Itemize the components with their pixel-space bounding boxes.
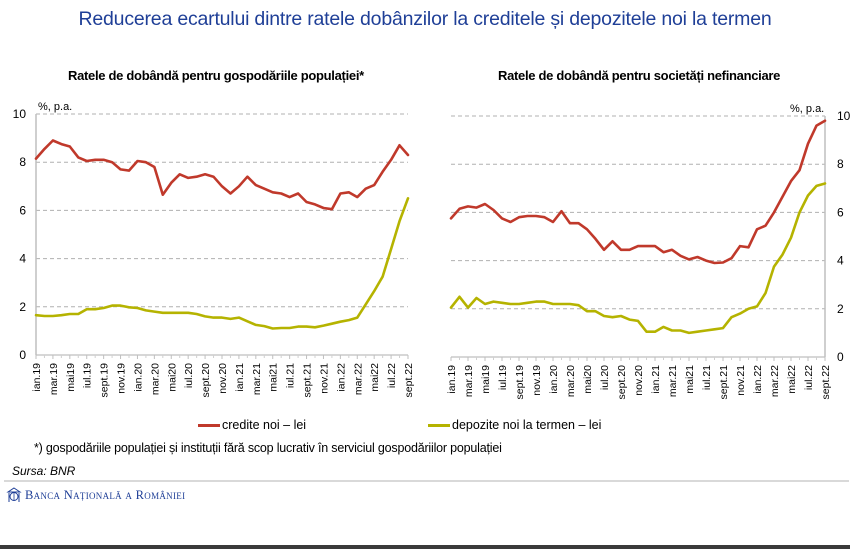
y-tick-label: 2 — [19, 300, 26, 314]
x-tick-label: mar.21 — [667, 365, 679, 397]
y-tick-label: 8 — [19, 155, 26, 169]
x-tick-label: mar.21 — [251, 363, 263, 395]
chart-title-households: Ratele de dobândă pentru gospodăriile po… — [68, 68, 364, 83]
x-tick-label: nov.19 — [531, 365, 543, 396]
series-line-depozite — [449, 182, 827, 335]
x-tick-label: iul.21 — [285, 363, 297, 388]
x-tick-label: ian.21 — [650, 365, 662, 394]
x-tick-label: mar.20 — [149, 363, 161, 395]
bnr-logo-text: Banca Națională a României — [25, 487, 186, 502]
y-tick-label: 10 — [837, 109, 850, 123]
y-tick-label: 0 — [837, 350, 844, 364]
x-tick-label: ian.19 — [31, 363, 43, 392]
x-tick-label: sept.20 — [616, 365, 628, 400]
x-tick-label: nov.20 — [217, 363, 229, 394]
footnote: *) gospodăriile populației și instituții… — [34, 441, 502, 455]
series-line-credite — [449, 119, 827, 265]
x-tick-label: mar.19 — [48, 363, 60, 395]
source-note: Sursa: BNR — [12, 464, 76, 478]
x-tick-label: nov.21 — [318, 363, 330, 394]
y-unit-label: %, p.a. — [38, 101, 72, 113]
x-tick-label: iul.19 — [497, 365, 509, 390]
x-tick-label: nov.19 — [116, 363, 128, 394]
y-tick-label: 4 — [19, 252, 26, 266]
y-tick-label: 4 — [837, 254, 844, 268]
x-tick-label: sept.21 — [302, 363, 314, 398]
main-title: Reducerea ecartului dintre ratele dobânz… — [78, 8, 772, 30]
x-tick-label: mai20 — [582, 365, 594, 394]
bnr-emblem-icon — [6, 487, 22, 502]
x-tick-label: mar.19 — [463, 365, 475, 397]
x-tick-label: mar.20 — [565, 365, 577, 397]
x-tick-label: mai20 — [166, 363, 178, 392]
x-tick-label: nov.21 — [735, 365, 747, 396]
legend-swatch-depozite — [428, 423, 450, 427]
x-tick-label: iul.20 — [599, 365, 611, 390]
x-tick-label: ian.20 — [132, 363, 144, 392]
charts-canvas: 0 2 4 6 8 10 %, p.a. ian.19 mar.19 mai19 iul.19 sep… — [13, 101, 850, 400]
x-tick-label: sept.19 — [99, 363, 111, 398]
x-tick-label: ian.22 — [752, 365, 764, 394]
x-tick-label: iul.20 — [183, 363, 195, 388]
x-tick-label: mai21 — [684, 365, 696, 394]
x-tick-label: sept.22 — [820, 365, 832, 400]
x-tick-label: mai22 — [786, 365, 798, 394]
x-tick-label: mai22 — [369, 363, 381, 392]
x-tick-label: iul.22 — [803, 365, 815, 390]
x-tick-label: ian.21 — [234, 363, 246, 392]
y-tick-label: 6 — [19, 203, 26, 217]
x-tick-label: sept.21 — [718, 365, 730, 400]
y-unit-label: %, p.a. — [790, 103, 824, 115]
series-line-credite — [34, 139, 410, 211]
x-tick-label: sept.22 — [403, 363, 415, 398]
footer-divider — [4, 480, 849, 482]
x-tick-label: iul.22 — [386, 363, 398, 388]
x-tick-label: ian.20 — [548, 365, 560, 394]
window-bottom-bar — [0, 545, 850, 549]
y-tick-label: 10 — [13, 107, 27, 121]
y-tick-label: 6 — [837, 205, 844, 219]
series-line-depozite — [34, 197, 410, 330]
x-tick-label: mai19 — [480, 365, 492, 394]
x-tick-label: ian.22 — [335, 363, 347, 392]
legend-label-credite: credite noi – lei — [222, 418, 307, 432]
x-tick-label: mai21 — [268, 363, 280, 392]
y-tick-label: 2 — [837, 302, 844, 316]
x-tick-label: iul.21 — [701, 365, 713, 390]
legend-swatch-credite — [198, 423, 220, 427]
x-tick-label: mar.22 — [352, 363, 364, 395]
x-tick-label: sept.20 — [200, 363, 212, 398]
x-tick-label: nov.20 — [633, 365, 645, 396]
legend-item-credite: credite noi – lei — [198, 418, 306, 432]
legend-label-depozite: depozite noi la termen – lei — [452, 418, 602, 432]
legend-item-depozite: depozite noi la termen – lei — [428, 418, 601, 432]
chart-title-companies: Ratele de dobândă pentru societăți nefin… — [498, 68, 781, 83]
x-tick-label: mar.22 — [769, 365, 781, 397]
bnr-logo: Banca Națională a României — [6, 487, 185, 503]
y-tick-label: 8 — [837, 157, 844, 171]
x-tick-label: mai19 — [65, 363, 77, 392]
x-tick-label: ian.19 — [446, 365, 458, 394]
y-tick-label: 0 — [19, 348, 26, 362]
x-tick-label: iul.19 — [82, 363, 94, 388]
x-tick-label: sept.19 — [514, 365, 526, 400]
